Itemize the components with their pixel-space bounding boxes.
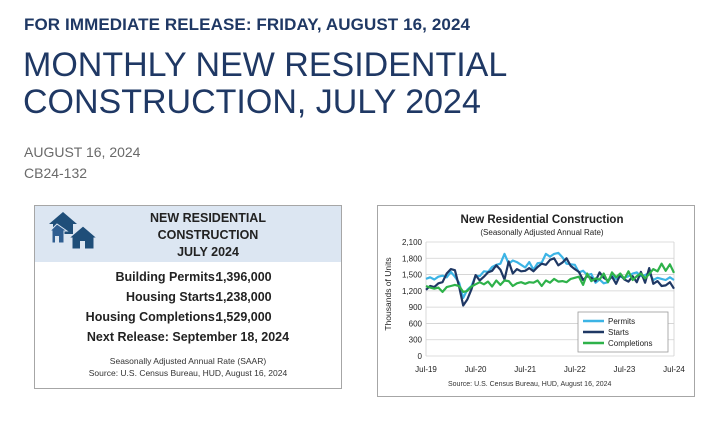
chart-title: New Residential Construction xyxy=(461,214,624,226)
y-tick-label: 2,100 xyxy=(402,238,423,247)
stat-value-completions: 1,529,000 xyxy=(216,310,272,324)
release-line: FOR IMMEDIATE RELEASE: FRIDAY, AUGUST 16… xyxy=(24,15,471,34)
card-title-line1: NEW RESIDENTIAL xyxy=(150,211,266,225)
card-title-line3: JULY 2024 xyxy=(177,245,239,259)
x-tick-label: Jul-22 xyxy=(564,365,586,374)
series-line-completions xyxy=(425,262,675,294)
legend-label: Completions xyxy=(608,339,652,348)
x-tick-label: Jul-23 xyxy=(614,365,636,374)
card-title-line2: CONSTRUCTION xyxy=(157,228,259,242)
stat-value-starts: 1,238,000 xyxy=(216,290,272,304)
legend-label: Permits xyxy=(608,317,635,326)
x-tick-label: Jul-21 xyxy=(514,365,536,374)
stat-label-starts: Housing Starts: xyxy=(125,290,219,304)
y-axis-label: Thousands of Units xyxy=(383,257,393,330)
stat-value-permits: 1,396,000 xyxy=(216,270,272,284)
page-title-line2: CONSTRUCTION, JULY 2024 xyxy=(23,83,481,121)
card-footnote-saar: Seasonally Adjusted Annual Rate (SAAR) xyxy=(109,356,267,366)
houses-icon xyxy=(49,212,97,250)
x-tick-label: Jul-24 xyxy=(663,365,685,374)
y-tick-label: 1,500 xyxy=(402,271,423,280)
summary-card-header: NEW RESIDENTIAL CONSTRUCTION JULY 2024 xyxy=(35,206,341,262)
stat-label-permits: Building Permits: xyxy=(115,270,219,284)
card-footnote-source: Source: U.S. Census Bureau, HUD, August … xyxy=(88,368,288,378)
summary-card-image[interactable]: NEW RESIDENTIAL CONSTRUCTION JULY 2024 B… xyxy=(34,205,342,389)
chart-subtitle: (Seasonally Adjusted Annual Rate) xyxy=(480,228,604,237)
x-tick-label: Jul-20 xyxy=(465,365,487,374)
stat-label-completions: Housing Completions: xyxy=(85,310,219,324)
legend-label: Starts xyxy=(608,328,629,337)
construction-chart-image[interactable]: New Residential Construction (Seasonally… xyxy=(377,205,695,397)
series-line-starts xyxy=(425,257,675,307)
page-title-line1: MONTHLY NEW RESIDENTIAL xyxy=(23,46,508,84)
y-tick-label: 1,200 xyxy=(402,287,423,296)
y-tick-label: 600 xyxy=(409,319,423,328)
release-date: AUGUST 16, 2024 xyxy=(24,144,141,160)
x-tick-label: Jul-19 xyxy=(415,365,437,374)
release-id: CB24-132 xyxy=(24,165,88,181)
y-tick-label: 0 xyxy=(418,352,423,361)
next-release: Next Release: September 18, 2024 xyxy=(86,330,290,344)
y-tick-label: 900 xyxy=(409,303,423,312)
page-title: MONTHLY NEW RESIDENTIAL CONSTRUCTION, JU… xyxy=(23,47,683,121)
y-tick-label: 1,800 xyxy=(402,254,423,263)
construction-chart: New Residential Construction (Seasonally… xyxy=(383,214,685,388)
y-tick-label: 300 xyxy=(409,336,423,345)
chart-source: Source: U.S. Census Bureau, HUD, August … xyxy=(448,381,612,388)
